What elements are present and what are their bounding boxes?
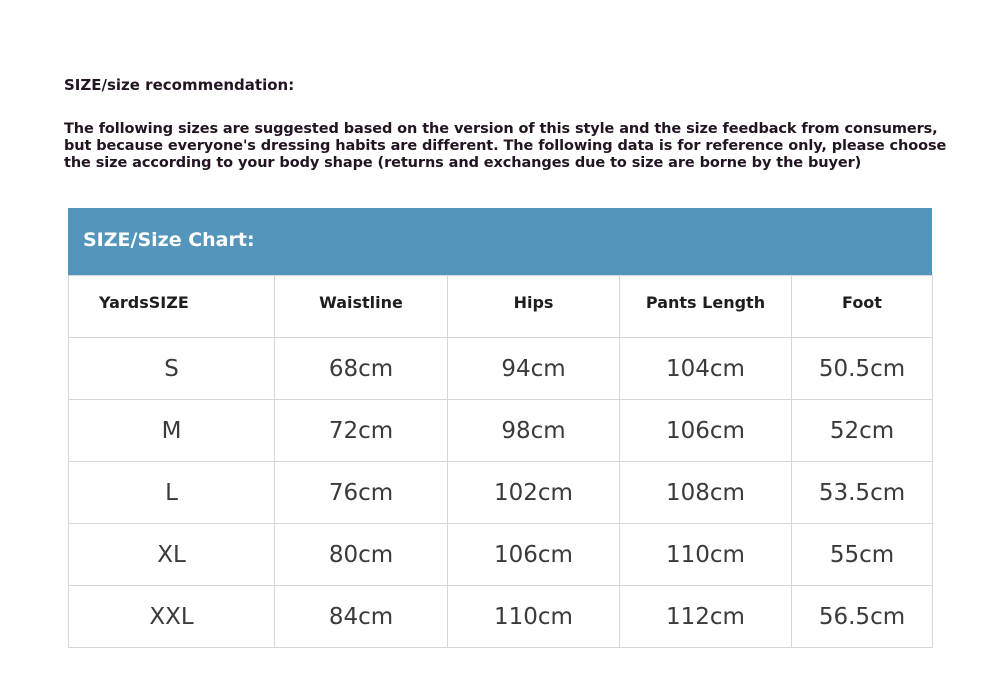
table-cell: 52cm bbox=[791, 399, 933, 462]
table-cell: 55cm bbox=[791, 523, 933, 586]
table-cell: S bbox=[68, 337, 275, 400]
table-cell: XXL bbox=[68, 585, 275, 648]
table-cell: 80cm bbox=[274, 523, 448, 586]
table-cell: 110cm bbox=[447, 585, 620, 648]
table-cell: 104cm bbox=[619, 337, 792, 400]
column-header: Hips bbox=[447, 275, 620, 338]
table-row: S 68cm 94cm 104cm 50.5cm bbox=[68, 337, 933, 400]
size-chart-title: SIZE/Size Chart: bbox=[68, 208, 932, 275]
table-cell: 110cm bbox=[619, 523, 792, 586]
table-cell: 106cm bbox=[619, 399, 792, 462]
column-header: Pants Length bbox=[619, 275, 792, 338]
table-cell: 56.5cm bbox=[791, 585, 933, 648]
table-cell: 94cm bbox=[447, 337, 620, 400]
page-heading: SIZE/size recommendation: bbox=[64, 76, 295, 94]
table-cell: 98cm bbox=[447, 399, 620, 462]
table-row: M 72cm 98cm 106cm 52cm bbox=[68, 399, 933, 462]
table-row: XL 80cm 106cm 110cm 55cm bbox=[68, 523, 933, 586]
table-cell: M bbox=[68, 399, 275, 462]
table-cell: L bbox=[68, 461, 275, 524]
table-cell: 50.5cm bbox=[791, 337, 933, 400]
table-cell: 106cm bbox=[447, 523, 620, 586]
column-header: Waistline bbox=[274, 275, 448, 338]
table-cell: 84cm bbox=[274, 585, 448, 648]
table-row: XXL 84cm 110cm 112cm 56.5cm bbox=[68, 585, 933, 648]
column-header: Foot bbox=[791, 275, 933, 338]
column-header: YardsSIZE bbox=[68, 275, 275, 338]
table-cell: 68cm bbox=[274, 337, 448, 400]
intro-text: The following sizes are suggested based … bbox=[64, 121, 947, 171]
table-cell: XL bbox=[68, 523, 275, 586]
size-chart-table: YardsSIZE Waistline Hips Pants Length Foot S 6… bbox=[68, 275, 933, 648]
table-cell: 76cm bbox=[274, 461, 448, 524]
table-cell: 53.5cm bbox=[791, 461, 933, 524]
table-row: L 76cm 102cm 108cm 53.5cm bbox=[68, 461, 933, 524]
table-cell: 108cm bbox=[619, 461, 792, 524]
table-cell: 102cm bbox=[447, 461, 620, 524]
table-header-row: YardsSIZE Waistline Hips Pants Length Foot bbox=[68, 275, 933, 338]
table-cell: 72cm bbox=[274, 399, 448, 462]
table-cell: 112cm bbox=[619, 585, 792, 648]
